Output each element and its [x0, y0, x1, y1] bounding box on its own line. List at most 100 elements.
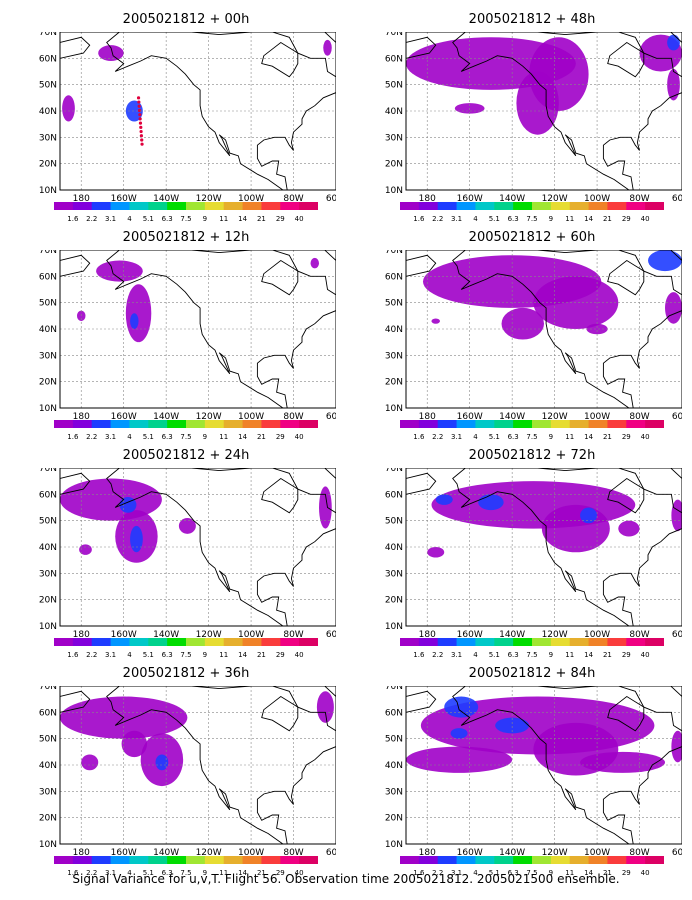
variance-region [435, 494, 453, 505]
colorbar-swatch [223, 420, 244, 428]
lon-tick-label: 80W [629, 194, 649, 202]
colorbar-swatch [532, 420, 552, 428]
lat-tick-label: 70N [39, 32, 57, 38]
colorbar-swatch [186, 420, 206, 428]
lon-tick-label: 60W [672, 194, 682, 202]
colorbar-label: 2.2 [432, 215, 443, 223]
lat-tick-label: 40N [39, 325, 57, 335]
colorbar-label: 4 [127, 651, 132, 659]
colorbar-swatch [400, 856, 420, 864]
panel-title: 2005021812 + 00h [122, 12, 250, 27]
panel-title: 2005021812 + 60h [468, 230, 596, 245]
colorbar-swatch [588, 638, 608, 646]
variance-region [319, 486, 332, 529]
variance-region [580, 507, 598, 524]
colorbar-swatch [167, 638, 187, 646]
lat-tick-label: 40N [39, 761, 57, 771]
colorbar-label: 7.5 [180, 869, 191, 877]
colorbar-label: 6.3 [508, 215, 519, 223]
observation-point [137, 100, 141, 104]
variance-region [130, 525, 143, 553]
lat-tick-label: 70N [385, 468, 403, 474]
colorbar-label: 40 [295, 651, 304, 659]
colorbar-label: 14 [238, 215, 247, 223]
colorbar-label: 21 [257, 215, 266, 223]
observation-point [140, 138, 144, 142]
variance-region [431, 318, 440, 324]
colorbar-swatch [299, 856, 318, 864]
colorbar-label: 11 [565, 869, 574, 877]
map-plot: 10N 20N 30N 40N 50N 60N 70N 180 160W 140W 120W 100W… [39, 250, 336, 420]
lat-tick-label: 10N [385, 186, 403, 196]
colorbar-label: 1.6 [67, 215, 79, 223]
lon-tick-label: 120W [196, 412, 222, 420]
colorbar-swatch [261, 202, 281, 210]
colorbar-label: 29 [622, 869, 631, 877]
panel-title: 2005021812 + 12h [122, 230, 250, 245]
lat-tick-label: 40N [39, 543, 57, 553]
colorbar-label: 5.1 [143, 651, 154, 659]
colorbar-label: 21 [257, 869, 266, 877]
lat-tick-label: 60N [385, 708, 403, 718]
colorbar-label: 21 [603, 433, 612, 441]
colorbar-swatch [54, 638, 74, 646]
colorbar-label: 1.6 [413, 433, 425, 441]
colorbar-label: 4 [473, 215, 478, 223]
variance-region [450, 728, 468, 739]
variance-region [444, 696, 479, 718]
lat-tick-label: 30N [39, 569, 57, 579]
colorbar-label: 1.6 [413, 651, 425, 659]
colorbar-label: 3.1 [451, 433, 462, 441]
colorbar-label: 14 [584, 651, 593, 659]
colorbar-swatch [148, 420, 168, 428]
lon-tick-label: 140W [499, 630, 525, 638]
variance-region [406, 746, 513, 773]
colorbar-swatch [54, 420, 74, 428]
lat-tick-label: 70N [39, 468, 57, 474]
lat-tick-label: 30N [385, 569, 403, 579]
colorbar-swatch [204, 856, 225, 864]
colorbar-swatch [280, 202, 300, 210]
map-panel: 2005021812 + 72h 10N 20N 30N 40N 50N 60N 70N 180… [382, 444, 682, 662]
lon-tick-label: 180 [419, 848, 436, 856]
colorbar-swatch [129, 638, 149, 646]
lat-tick-label: 10N [39, 186, 57, 196]
colorbar-swatch [242, 856, 262, 864]
map-plot: 10N 20N 30N 40N 50N 60N 70N 180 160W 140W 120W 100W… [385, 250, 682, 420]
colorbar-swatch [72, 202, 93, 210]
lon-tick-label: 100W [584, 848, 610, 856]
colorbar-swatch [532, 856, 552, 864]
variance-region [541, 504, 610, 553]
map-plot: 10N 20N 30N 40N 50N 60N 70N 180 160W 140W 120W 100W… [39, 686, 336, 856]
lat-tick-label: 50N [385, 81, 403, 91]
colorbar-swatch [223, 202, 244, 210]
colorbar-swatch [418, 202, 439, 210]
colorbar-label: 40 [641, 651, 650, 659]
colorbar-label: 4 [473, 869, 478, 877]
colorbar-swatch [607, 420, 627, 428]
colorbar-swatch [400, 420, 420, 428]
colorbar-swatch [645, 202, 664, 210]
colorbar: 1.6 2.2 3.1 4 5.1 6.3 7.5 9 11 14 21 29 40 [54, 856, 318, 877]
colorbar-label: 1.6 [67, 433, 79, 441]
colorbar-label: 11 [565, 215, 574, 223]
colorbar-swatch [418, 638, 439, 646]
colorbar-swatch [645, 638, 664, 646]
lon-tick-label: 180 [419, 412, 436, 420]
lat-tick-label: 50N [39, 81, 57, 91]
colorbar-label: 3.1 [451, 869, 462, 877]
colorbar-label: 14 [238, 869, 247, 877]
lon-tick-label: 180 [419, 630, 436, 638]
colorbar-swatch [513, 202, 533, 210]
colorbar-label: 11 [219, 651, 228, 659]
lon-tick-label: 60W [672, 848, 682, 856]
colorbar-label: 9 [203, 215, 207, 223]
colorbar-label: 29 [276, 651, 285, 659]
colorbar-label: 14 [584, 433, 593, 441]
map-panel: 2005021812 + 00h 10N 20N 30N 40N 50N 60N 70N 180… [36, 8, 336, 226]
colorbar-swatch [456, 856, 476, 864]
colorbar-swatch [72, 638, 93, 646]
colorbar-label: 21 [603, 869, 612, 877]
lon-tick-label: 80W [629, 630, 649, 638]
lat-tick-label: 70N [385, 250, 403, 256]
